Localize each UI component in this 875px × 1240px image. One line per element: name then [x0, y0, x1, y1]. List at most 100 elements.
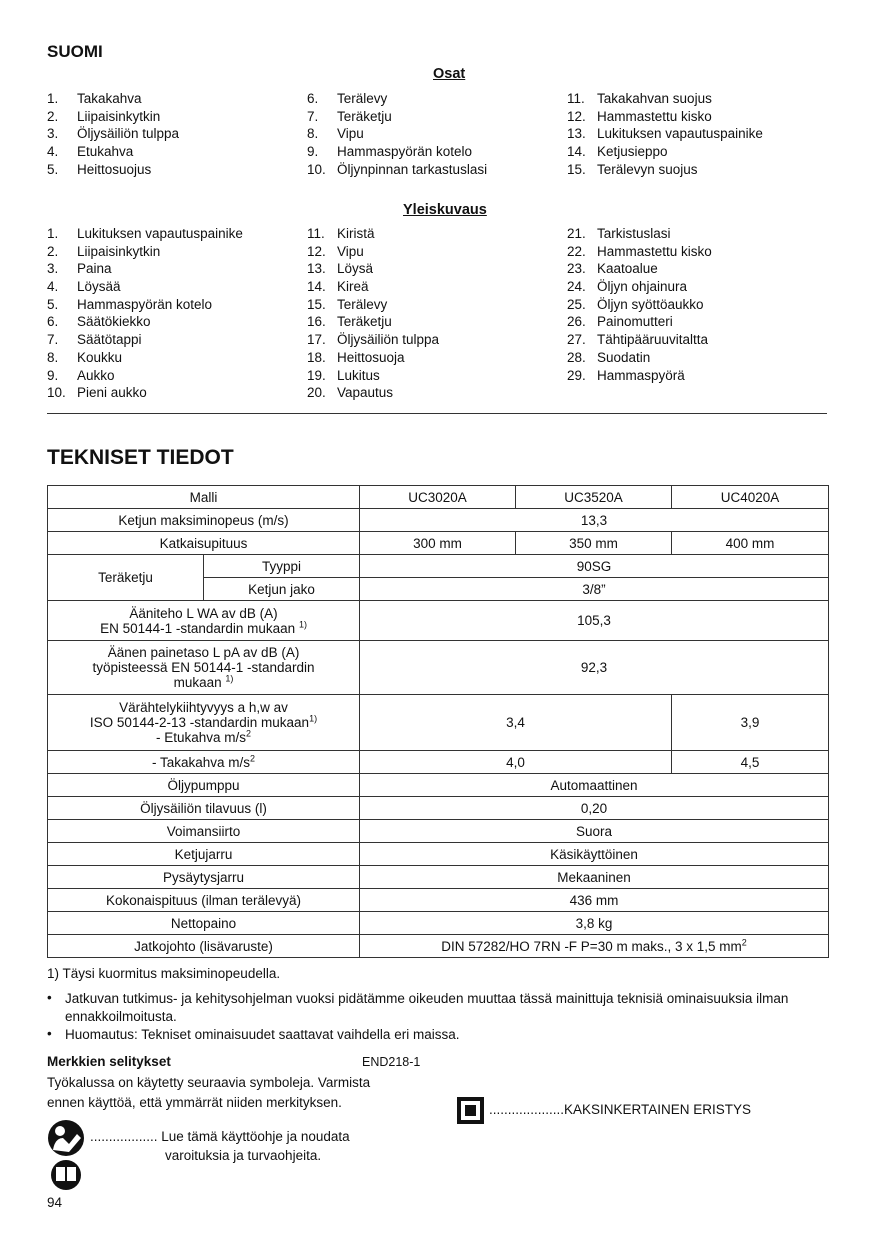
cord-value: DIN 57282/HO 7RN -F P=30 m maks., 3 x 1,…	[441, 938, 742, 954]
row-value: 3,8 kg	[359, 911, 830, 935]
list-item: 22. Hammastettu kisko	[567, 243, 827, 261]
list-item: 11. Takakahvan suojus	[567, 90, 827, 108]
item-label: Öljysäiliön tulppa	[337, 332, 440, 348]
list-item: 5. Hammaspyörän kotelo	[47, 296, 307, 314]
item-label: Kiristä	[337, 226, 375, 241]
label-line: Värähtelykiihtyvyys a h,w av	[119, 700, 288, 715]
list-column: 11. Kiristä 12. Vipu 13. Löysä 14. Kireä 15. Terä…	[307, 225, 567, 402]
list-item: 7. Säätötappi	[47, 331, 307, 349]
item-number: 10.	[47, 385, 66, 401]
row-value: 3,4	[359, 694, 673, 751]
superscript: 2	[246, 728, 252, 739]
list-item: 7. Teräketju	[307, 108, 567, 126]
item-label: Lukituksen vapautuspainike	[597, 126, 763, 142]
bullet: •	[47, 990, 52, 1005]
list-item: 2. Liipaisinkytkin	[47, 108, 307, 126]
item-label: Tarkistuslasi	[597, 226, 671, 241]
list-item: 10. Öljynpinnan tarkastuslasi	[307, 161, 567, 179]
row-value: 4,0	[359, 750, 673, 774]
item-number: 22.	[567, 243, 586, 259]
item-label: Öljysäiliön tulppa	[77, 126, 180, 142]
item-label: Painomutteri	[597, 314, 673, 330]
row-label: Öljysäiliön tilavuus (l)	[46, 796, 361, 820]
item-number: 10.	[307, 161, 326, 177]
list-item: 4. Löysää	[47, 278, 307, 296]
list-item: 25. Öljyn syöttöaukko	[567, 296, 827, 314]
item-number: 24.	[567, 279, 586, 295]
label-line: mukaan	[173, 675, 226, 690]
item-number: 25.	[567, 296, 586, 312]
list-item: 1. Takakahva	[47, 90, 307, 108]
divider	[47, 413, 827, 414]
list-item: 15. Terälevy	[307, 296, 567, 314]
row-value: 0,20	[359, 796, 830, 820]
list-item: 8. Vipu	[307, 125, 567, 143]
item-label: Teräketju	[337, 108, 392, 124]
item-number: 5.	[47, 161, 59, 177]
item-number: 15.	[567, 161, 586, 177]
item-number: 1.	[47, 91, 59, 106]
item-number: 12.	[567, 108, 586, 124]
list-item: 6. Terälevy	[307, 90, 567, 108]
table-row: Äänen painetaso L pA av dB (A) työpistees…	[46, 640, 830, 695]
item-number: 3.	[47, 261, 59, 277]
row-value: Suora	[359, 819, 830, 843]
item-label: Lukitus	[337, 367, 380, 383]
item-number: 8.	[307, 126, 319, 142]
item-label: Löysää	[77, 279, 121, 295]
list-item: 13. Lukituksen vapautuspainike	[567, 125, 827, 143]
item-number: 11.	[307, 226, 325, 241]
item-label: Öljynpinnan tarkastuslasi	[337, 161, 488, 177]
list-item: 13. Löysä	[307, 260, 567, 278]
list-item: 11. Kiristä	[307, 225, 567, 243]
item-label: Heittosuoja	[337, 349, 405, 365]
row-label: Pysäytysjarru	[46, 865, 361, 889]
item-label: Terälevy	[337, 91, 388, 106]
list-column: 1. Lukituksen vapautuspainike 2. Liipaisink…	[47, 225, 307, 402]
row-sublabel: Ketjun jako	[202, 577, 361, 601]
list-item: 8. Koukku	[47, 349, 307, 367]
overview-title: Yleiskuvaus	[403, 202, 487, 218]
bullet-text: Huomautus: Tekniset ominaisuudet saattav…	[65, 1027, 460, 1042]
item-label: Pieni aukko	[77, 385, 147, 401]
item-label: Aukko	[77, 367, 115, 383]
row-value: 4,5	[671, 750, 830, 774]
item-label: Hammastettu kisko	[597, 108, 712, 124]
label-line: - Etukahva m/s	[155, 730, 247, 745]
row-label: Voimansiirto	[46, 819, 361, 843]
table-row: Malli UC3020A UC3520A UC4020A	[46, 485, 830, 509]
list-item: 4. Etukahva	[47, 143, 307, 161]
row-label: Kokonaispituus (ilman terälevyä)	[46, 888, 361, 912]
label-line: ISO 50144-2-13 -standardin mukaan	[89, 715, 310, 730]
read-manual-text: .................. Lue tämä käyttöohje j…	[90, 1127, 350, 1165]
row-label: Öljypumppu	[46, 773, 361, 797]
table-row: Kokonaispituus (ilman terälevyä) 436 mm	[46, 888, 830, 912]
row-value: 90SG	[359, 554, 830, 578]
double-insulation-text: ....................KAKSINKERTAINEN ERIS…	[489, 1102, 751, 1117]
label-line: Ääniteho L WA av dB (A)	[129, 605, 278, 621]
list-item: 9. Hammaspyörän kotelo	[307, 143, 567, 161]
bullet-text: Jatkuvan tutkimus- ja kehitysohjelman vu…	[65, 991, 789, 1024]
page-number: 94	[47, 1195, 63, 1210]
item-label: Suodatin	[597, 349, 651, 365]
row-value: 350 mm	[515, 531, 673, 555]
row-label: Teräketju	[47, 554, 204, 601]
item-number: 13.	[307, 261, 326, 277]
item-label: Heittosuojus	[77, 161, 152, 177]
list-item: 10. Pieni aukko	[47, 384, 307, 402]
language-heading: SUOMI	[47, 42, 103, 61]
list-column: 11. Takakahvan suojus 12. Hammastettu kisko…	[567, 90, 827, 178]
specs-title: TEKNISET TIEDOT	[47, 446, 234, 469]
leader-dots: ....................	[489, 1102, 565, 1117]
list-item: 21. Tarkistuslasi	[567, 225, 827, 243]
symbols-code: END218-1	[362, 1055, 421, 1069]
item-label: Säätötappi	[77, 332, 142, 348]
item-label: Kaatoalue	[597, 261, 658, 277]
list-item: 9. Aukko	[47, 367, 307, 385]
item-label: Paina	[77, 261, 112, 277]
item-number: 4.	[47, 279, 59, 295]
item-number: 11.	[567, 91, 585, 106]
item-number: 12.	[307, 243, 326, 259]
list-item: 29. Hammaspyörä	[567, 367, 827, 385]
row-sublabel: Tyyppi	[202, 554, 361, 578]
